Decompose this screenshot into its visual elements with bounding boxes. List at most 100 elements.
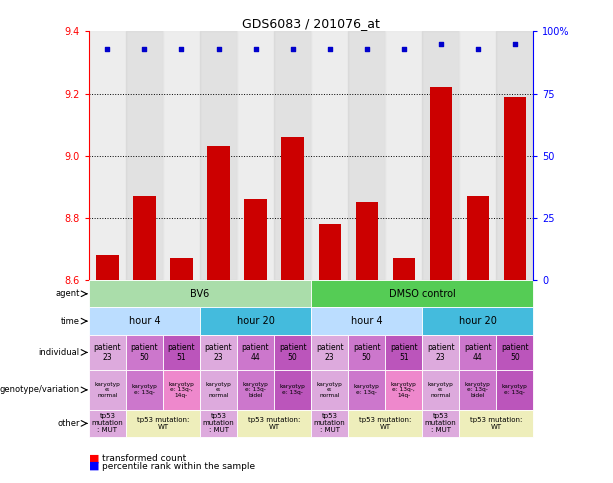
Bar: [459, 370, 497, 410]
Bar: [89, 31, 126, 280]
Point: [436, 40, 446, 48]
Text: karyotyp
e: 13q-,
14q-: karyotyp e: 13q-, 14q-: [390, 382, 417, 398]
Bar: [311, 308, 422, 335]
Bar: [385, 370, 422, 410]
Bar: [89, 370, 126, 410]
Text: patient
51: patient 51: [168, 343, 196, 362]
Text: genotype/variation: genotype/variation: [0, 385, 80, 395]
Bar: [200, 410, 237, 437]
Text: karyotyp
e: 13q-,
14q-: karyotyp e: 13q-, 14q-: [169, 382, 194, 398]
Bar: [89, 335, 126, 370]
Point: [399, 45, 409, 53]
Text: hour 4: hour 4: [351, 316, 383, 326]
Text: karyotyp
e: 13q-: karyotyp e: 13q-: [132, 384, 158, 395]
Bar: [163, 370, 200, 410]
Bar: [430, 87, 452, 280]
Bar: [89, 410, 126, 437]
Bar: [237, 335, 274, 370]
Text: patient
51: patient 51: [390, 343, 417, 362]
Text: DMSO control: DMSO control: [389, 289, 455, 299]
Text: transformed count: transformed count: [102, 455, 186, 463]
Bar: [422, 308, 533, 335]
Text: ■: ■: [89, 461, 99, 471]
Bar: [392, 258, 415, 280]
Bar: [459, 31, 497, 280]
Text: BV6: BV6: [191, 289, 210, 299]
Bar: [126, 370, 163, 410]
Text: karyotyp
e: 13q-
bidel: karyotyp e: 13q- bidel: [243, 382, 268, 398]
Text: patient
23: patient 23: [94, 343, 121, 362]
Bar: [163, 335, 200, 370]
Bar: [311, 280, 533, 308]
Point: [177, 45, 186, 53]
Bar: [274, 31, 311, 280]
Text: tp53 mutation:
WT: tp53 mutation: WT: [137, 417, 189, 430]
Point: [251, 45, 261, 53]
Text: tp53
mutation
: MUT: tp53 mutation : MUT: [91, 413, 123, 433]
Bar: [237, 410, 311, 437]
Bar: [348, 410, 422, 437]
Bar: [497, 335, 533, 370]
Bar: [274, 335, 311, 370]
Text: tp53
mutation
: MUT: tp53 mutation : MUT: [314, 413, 346, 433]
Bar: [134, 196, 156, 280]
Text: hour 4: hour 4: [129, 316, 160, 326]
Bar: [274, 370, 311, 410]
Title: GDS6083 / 201076_at: GDS6083 / 201076_at: [242, 17, 380, 30]
Bar: [126, 335, 163, 370]
Text: hour 20: hour 20: [459, 316, 497, 326]
Bar: [466, 196, 489, 280]
Bar: [207, 146, 230, 280]
Point: [473, 45, 482, 53]
Bar: [200, 370, 237, 410]
Text: tp53
mutation
: MUT: tp53 mutation : MUT: [203, 413, 234, 433]
Bar: [504, 97, 526, 280]
Bar: [237, 370, 274, 410]
Bar: [89, 280, 311, 308]
Bar: [311, 31, 348, 280]
Point: [102, 45, 112, 53]
Text: other: other: [57, 419, 80, 428]
Bar: [170, 258, 192, 280]
Bar: [459, 335, 497, 370]
Bar: [311, 370, 348, 410]
Bar: [126, 410, 200, 437]
Point: [287, 45, 297, 53]
Point: [325, 45, 335, 53]
Point: [213, 45, 223, 53]
Bar: [281, 137, 303, 280]
Text: hour 20: hour 20: [237, 316, 275, 326]
Bar: [422, 370, 459, 410]
Bar: [422, 410, 459, 437]
Text: karyotyp
e:
normal: karyotyp e: normal: [94, 382, 120, 398]
Bar: [497, 31, 533, 280]
Bar: [126, 31, 163, 280]
Bar: [89, 308, 200, 335]
Text: percentile rank within the sample: percentile rank within the sample: [102, 462, 256, 470]
Bar: [163, 31, 200, 280]
Bar: [311, 410, 348, 437]
Bar: [245, 199, 267, 280]
Bar: [422, 31, 459, 280]
Bar: [348, 370, 385, 410]
Text: agent: agent: [55, 289, 80, 298]
Text: tp53 mutation:
WT: tp53 mutation: WT: [359, 417, 411, 430]
Bar: [237, 31, 274, 280]
Bar: [497, 370, 533, 410]
Bar: [385, 335, 422, 370]
Text: karyotyp
e:
normal: karyotyp e: normal: [428, 382, 454, 398]
Text: patient
50: patient 50: [131, 343, 158, 362]
Text: tp53
mutation
: MUT: tp53 mutation : MUT: [425, 413, 457, 433]
Bar: [459, 410, 533, 437]
Bar: [319, 224, 341, 280]
Text: patient
50: patient 50: [501, 343, 528, 362]
Text: ■: ■: [89, 454, 99, 464]
Text: patient
50: patient 50: [353, 343, 381, 362]
Text: karyotyp
e: 13q-: karyotyp e: 13q-: [502, 384, 528, 395]
Text: karyotyp
e: 13q-: karyotyp e: 13q-: [354, 384, 379, 395]
Bar: [356, 202, 378, 280]
Text: patient
44: patient 44: [242, 343, 269, 362]
Text: patient
23: patient 23: [205, 343, 232, 362]
Bar: [200, 335, 237, 370]
Bar: [200, 31, 237, 280]
